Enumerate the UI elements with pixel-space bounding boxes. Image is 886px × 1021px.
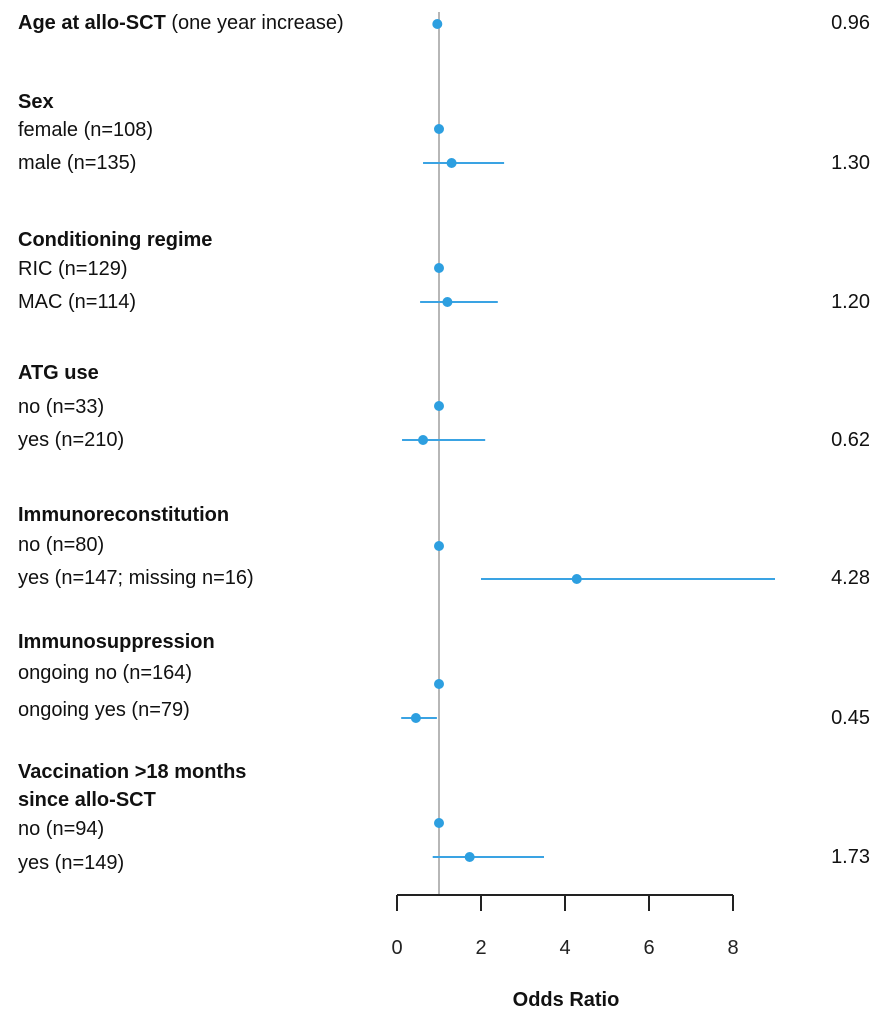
or-point-15 xyxy=(410,713,421,723)
level-label-mac: MAC (n=114) xyxy=(18,291,137,313)
level-label-vacc-no: no (n=94) xyxy=(18,818,105,840)
x-tick-label-4: 8 xyxy=(727,937,738,959)
or-point-3 xyxy=(446,158,457,168)
or-value-immunorec-yes: 4.28 xyxy=(831,567,870,589)
level-label-ric: RIC (n=129) xyxy=(18,258,128,280)
x-tick-label-0: 0 xyxy=(391,937,402,959)
level-label-atg-yes: yes (n=210) xyxy=(18,429,125,451)
or-point-18 xyxy=(464,852,475,862)
level-label-immunosup-yes: ongoing yes (n=79) xyxy=(18,699,190,721)
row-label-age: Age at allo-SCT (one year increase) xyxy=(18,11,344,35)
or-point-0 xyxy=(432,19,443,29)
x-axis-title: Odds Ratio xyxy=(513,989,620,1011)
or-point-5 xyxy=(434,263,444,273)
or-point-6 xyxy=(442,297,453,307)
or-value-male: 1.30 xyxy=(831,152,870,174)
plot-marks xyxy=(401,19,775,862)
or-value-vacc-yes: 1.73 xyxy=(831,846,870,868)
level-label-sex-female: female (n=108) xyxy=(18,119,154,141)
group-heading-vaccination-line2: since allo-SCT xyxy=(18,789,156,811)
level-label-immunosup-no: ongoing no (n=164) xyxy=(18,662,193,684)
group-heading-immunoreconstitution: Immunoreconstitution xyxy=(18,504,230,526)
x-tick-label-3: 6 xyxy=(643,937,654,959)
or-value-atg-yes: 0.62 xyxy=(831,429,870,451)
or-point-17 xyxy=(434,818,444,828)
or-value-mac: 1.20 xyxy=(831,291,870,313)
x-tick-label-2: 4 xyxy=(559,937,570,959)
group-heading-age: Age at allo-SCT xyxy=(18,12,166,34)
level-label-immunorec-no: no (n=80) xyxy=(18,534,105,556)
group-heading-vaccination: Vaccination >18 months xyxy=(18,761,247,783)
age-note: (one year increase) xyxy=(171,12,344,34)
or-value-immunosup-yes: 0.45 xyxy=(831,707,870,729)
group-heading-atg: ATG use xyxy=(18,362,99,384)
group-heading-conditioning: Conditioning regime xyxy=(18,229,213,251)
x-tick-label-1: 2 xyxy=(475,937,486,959)
or-point-14 xyxy=(434,679,444,689)
level-label-atg-no: no (n=33) xyxy=(18,396,105,418)
group-heading-immunosuppression: Immunosuppression xyxy=(18,631,215,653)
level-label-vacc-yes: yes (n=149) xyxy=(18,852,125,874)
or-point-9 xyxy=(418,435,429,445)
level-label-immunorec-yes: yes (n=147; missing n=16) xyxy=(18,567,254,589)
x-axis: 0 2 4 6 8 Odds Ratio xyxy=(391,894,739,1011)
or-point-8 xyxy=(434,401,444,411)
or-point-12 xyxy=(571,574,582,584)
group-heading-sex: Sex xyxy=(18,91,54,113)
or-point-11 xyxy=(434,541,444,551)
or-value-age: 0.96 xyxy=(831,12,870,34)
level-label-sex-male: male (n=135) xyxy=(18,152,137,174)
or-point-2 xyxy=(434,124,444,134)
